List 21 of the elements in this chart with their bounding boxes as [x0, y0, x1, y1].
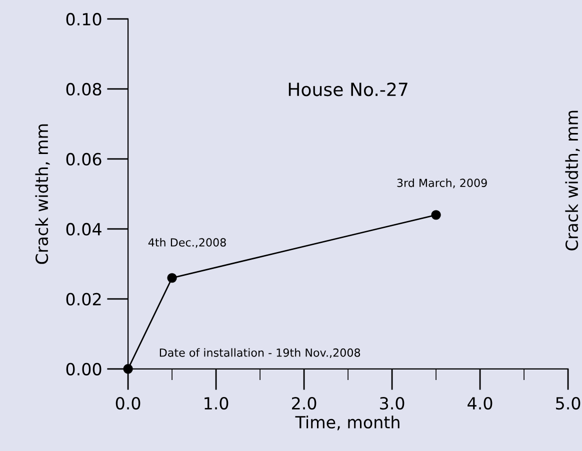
y-tick-label: 0.08	[66, 82, 102, 96]
y-axis-title: Crack width, mm	[35, 124, 50, 264]
x-tick-label: 4.0	[468, 396, 492, 410]
annotation: Date of installation - 19th Nov.,2008	[160, 348, 360, 358]
y-tick-label: 0.02	[66, 292, 101, 306]
y-tick-label: 0.06	[66, 152, 102, 166]
annotation: 3rd March, 2009	[397, 178, 487, 188]
text: House No.-27	[288, 82, 408, 96]
x-tick-label: 5.0	[556, 396, 580, 410]
y-tick-label: 0.10	[66, 12, 102, 26]
point	[431, 210, 441, 220]
x-tick-label: 3.0	[380, 396, 404, 410]
x-tick-label: 0.0	[116, 396, 140, 410]
y-tick-label: 0.00	[66, 362, 102, 376]
x-axis-title: Time, month	[295, 416, 400, 430]
y-tick-label: 0.04	[66, 222, 102, 236]
point	[167, 273, 177, 283]
x-tick-label: 2.0	[292, 396, 316, 410]
annotation: 4th Dec.,2008	[148, 238, 226, 248]
x-tick-label: 1.0	[204, 396, 228, 410]
y2-axis-title: Crack width, mm	[565, 110, 580, 250]
